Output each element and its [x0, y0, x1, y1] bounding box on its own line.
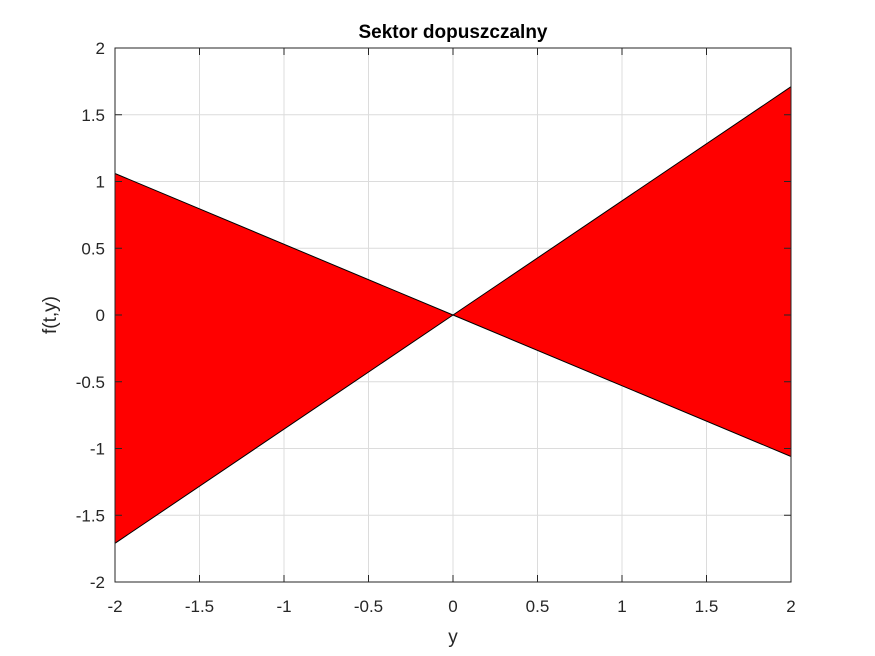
x-tick-label: -2: [107, 597, 122, 616]
y-tick-label: 0.5: [81, 239, 105, 258]
y-tick-label: -2: [90, 573, 105, 592]
x-tick-label: 1: [617, 597, 626, 616]
x-tick-label: 1.5: [695, 597, 719, 616]
y-tick-label: 0: [96, 306, 105, 325]
x-tick-label: 0: [448, 597, 457, 616]
x-tick-label: 0.5: [526, 597, 550, 616]
x-axis-label: y: [448, 627, 458, 648]
y-tick-label: 1: [96, 173, 105, 192]
y-axis-label: f(t,y): [40, 296, 61, 334]
x-tick-label: -1: [276, 597, 291, 616]
y-tick-label: 1.5: [81, 106, 105, 125]
y-tick-label: -0.5: [76, 373, 105, 392]
y-tick-label: -1.5: [76, 506, 105, 525]
chart-title: Sektor dopuszczalny: [359, 22, 548, 43]
ticks: [114, 47, 792, 583]
x-tick-label: 2: [786, 597, 795, 616]
x-tick-label: -0.5: [354, 597, 383, 616]
x-tick-labels: -2 -1.5 -1 -0.5 0 0.5 1 1.5 2: [107, 597, 795, 616]
y-tick-labels: -2 -1.5 -1 -0.5 0 0.5 1 1.5 2: [76, 39, 105, 592]
y-tick-label: -1: [90, 440, 105, 459]
y-tick-label: 2: [96, 39, 105, 58]
x-tick-label: -1.5: [185, 597, 214, 616]
